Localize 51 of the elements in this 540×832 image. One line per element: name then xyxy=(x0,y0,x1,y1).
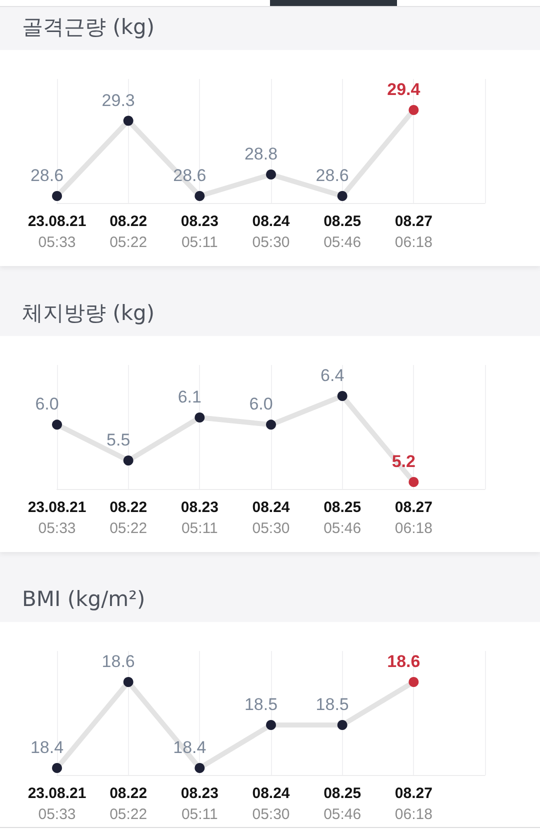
x-tick-label: 08.25 05:46 xyxy=(324,213,362,251)
data-label: 18.4 xyxy=(173,738,206,757)
x-tick-label: 08.24 05:30 xyxy=(252,785,290,823)
point xyxy=(266,170,276,180)
data-label: 29.4 xyxy=(387,80,421,99)
point xyxy=(194,412,205,422)
point xyxy=(123,116,134,126)
data-label: 18.5 xyxy=(316,695,349,714)
point xyxy=(337,391,348,401)
data-label: 28.6 xyxy=(30,166,64,185)
x-tick-label: 08.22 05:22 xyxy=(110,499,148,537)
chart-title: 골격근량 (kg) xyxy=(22,14,155,41)
chart-title: BMI (kg/m²) xyxy=(22,586,146,613)
point xyxy=(52,420,62,430)
data-label: 29.3 xyxy=(102,90,135,110)
data-label: 6.1 xyxy=(178,388,202,406)
data-label: 28.6 xyxy=(173,166,206,185)
data-label: 18.6 xyxy=(102,652,135,671)
data-label: 18.4 xyxy=(30,738,64,757)
data-label: 28.6 xyxy=(316,166,349,185)
x-tick-label: 23.08.21 05:33 xyxy=(28,499,86,537)
x-tick-label: 08.24 05:30 xyxy=(252,213,290,251)
x-tick-label: 08.27 06:18 xyxy=(394,499,432,537)
x-tick-label: 23.08.21 05:33 xyxy=(28,785,86,823)
data-label: 18.6 xyxy=(387,652,420,671)
data-label: 6.0 xyxy=(249,394,273,414)
x-tick-label: 08.23 05:11 xyxy=(180,213,218,251)
point xyxy=(408,105,419,115)
data-label: 18.5 xyxy=(244,695,278,714)
data-label: 28.8 xyxy=(244,144,278,164)
x-tick-label: 08.22 05:22 xyxy=(110,213,148,251)
x-tick-label: 08.27 06:18 xyxy=(394,213,432,251)
x-tick-label: 23.08.21 05:33 xyxy=(28,213,86,251)
point xyxy=(408,477,419,487)
point xyxy=(337,191,348,201)
x-tick-label: 08.23 05:11 xyxy=(180,499,218,537)
chart-title: 체지방량 (kg) xyxy=(22,300,155,327)
point xyxy=(266,420,276,430)
data-label: 6.4 xyxy=(320,366,344,385)
x-tick-label: 08.25 05:46 xyxy=(324,785,362,823)
data-label: 5.2 xyxy=(392,452,416,471)
x-tick-label: 08.25 05:46 xyxy=(324,499,362,537)
x-tick-label: 08.27 06:18 xyxy=(394,785,432,823)
x-tick-label: 08.24 05:30 xyxy=(252,499,290,537)
x-tick-label: 08.22 05:22 xyxy=(110,785,148,823)
point xyxy=(123,456,134,466)
data-label: 5.5 xyxy=(106,430,130,450)
x-tick-label: 08.23 05:11 xyxy=(180,785,218,823)
data-label: 6.0 xyxy=(35,394,59,414)
point xyxy=(52,191,62,201)
point xyxy=(194,191,205,201)
